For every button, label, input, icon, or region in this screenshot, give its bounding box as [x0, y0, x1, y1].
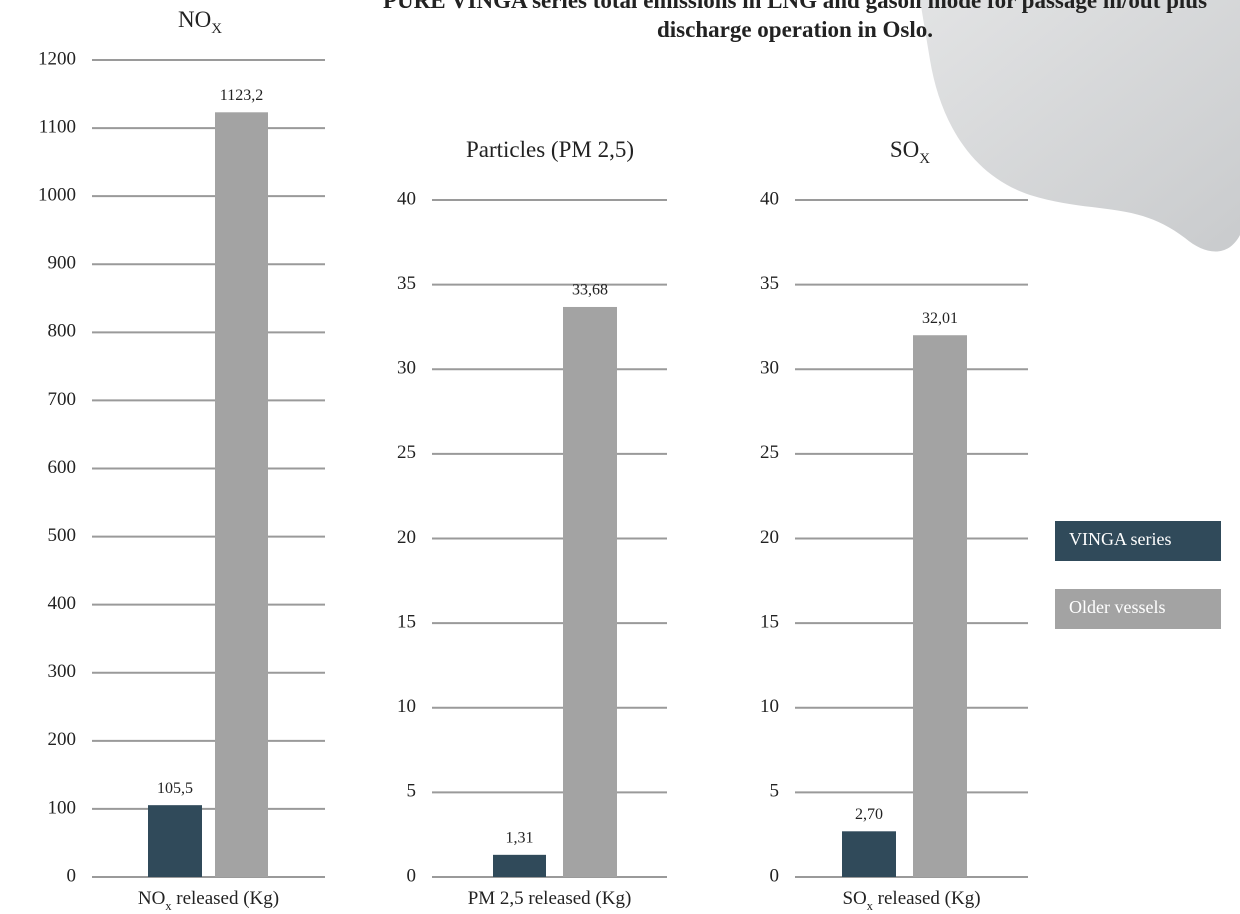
panel-title: SOX [890, 137, 930, 167]
y-tick-label: 100 [48, 797, 77, 818]
y-tick-label: 700 [48, 389, 77, 410]
y-tick-label: 600 [48, 457, 77, 478]
y-tick-label: 20 [760, 527, 779, 548]
x-axis-label-run: released (Kg) [873, 888, 981, 909]
y-tick-label: 300 [48, 661, 77, 682]
y-tick-label: 20 [397, 527, 416, 548]
bar [842, 831, 896, 877]
chart-title: PURE VINGA series total emissions in LNG… [382, 0, 1208, 42]
y-tick-label: 1100 [39, 116, 76, 137]
y-tick-label: 40 [760, 188, 779, 209]
y-tick-label: 5 [407, 781, 417, 802]
data-label: 2,70 [855, 806, 883, 823]
x-axis-label-run: NO [138, 888, 165, 909]
y-tick-label: 800 [48, 321, 77, 342]
y-tick-label: 1000 [38, 185, 76, 206]
data-label: 33,68 [572, 282, 608, 299]
panel-title: Particles (PM 2,5) [466, 137, 634, 162]
y-tick-label: 15 [760, 611, 779, 632]
y-tick-label: 0 [407, 865, 417, 886]
legend: VINGA series Older vessels [1055, 521, 1221, 629]
bar [148, 805, 202, 877]
y-tick-label: 15 [397, 611, 416, 632]
x-axis-label: PM 2,5 released (Kg) [468, 888, 632, 909]
y-tick-label: 5 [770, 781, 780, 802]
data-label: 1,31 [506, 830, 534, 847]
y-tick-label: 900 [48, 253, 77, 274]
legend-swatch [1055, 589, 1221, 629]
x-axis-label-run: released (Kg) [172, 888, 280, 909]
data-label: 32,01 [922, 310, 958, 327]
panel-title-run: Particles (PM 2,5) [466, 137, 634, 162]
y-tick-label: 25 [760, 442, 779, 463]
panel-title-run: NO [178, 7, 211, 32]
panel-title-run: SO [890, 137, 919, 162]
bar [215, 112, 268, 877]
x-axis-label: SOx released (Kg) [842, 888, 980, 912]
y-tick-label: 1200 [38, 48, 76, 69]
y-tick-label: 10 [397, 696, 416, 717]
y-tick-label: 25 [397, 442, 416, 463]
y-tick-label: 10 [760, 696, 779, 717]
legend-swatch [1055, 521, 1221, 561]
panel-title-run: X [211, 21, 222, 37]
legend-text: VINGA series [1069, 529, 1171, 549]
bar [913, 335, 967, 878]
legend-text: Older vessels [1069, 597, 1165, 617]
y-tick-label: 40 [397, 188, 416, 209]
title-box: PURE VINGA series total emissions in LNG… [382, 0, 1208, 42]
panel-title: NOX [178, 7, 222, 37]
x-axis-label-run: x [165, 899, 172, 913]
y-tick-label: 35 [397, 273, 416, 294]
x-axis-label-run: x [867, 899, 874, 913]
panel-title-run: X [919, 151, 930, 167]
data-label: 1123,2 [220, 87, 263, 104]
y-tick-label: 30 [760, 358, 779, 379]
y-tick-label: 500 [48, 525, 77, 546]
y-tick-label: 0 [770, 865, 780, 886]
y-tick-label: 400 [48, 593, 77, 614]
y-tick-label: 0 [67, 865, 77, 886]
y-tick-label: 30 [397, 358, 416, 379]
x-axis-label-run: SO [842, 888, 866, 909]
data-label: 105,5 [157, 780, 193, 797]
y-tick-label: 35 [760, 273, 779, 294]
bar [563, 306, 617, 877]
x-axis-label: NOx released (Kg) [138, 888, 279, 912]
y-tick-label: 200 [48, 729, 77, 750]
decoration [920, 0, 1240, 252]
bar [493, 854, 546, 877]
x-axis-label-run: PM 2,5 released (Kg) [468, 888, 632, 909]
